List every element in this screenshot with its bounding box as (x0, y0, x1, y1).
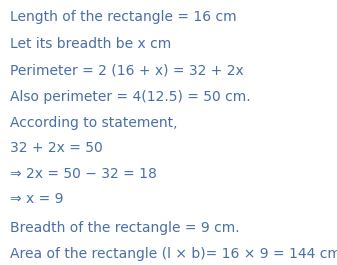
Text: ⇒ x = 9: ⇒ x = 9 (10, 192, 64, 206)
Text: Area of the rectangle (l × b)= 16 × 9 = 144 cm²: Area of the rectangle (l × b)= 16 × 9 = … (10, 248, 337, 261)
Text: 32 + 2x = 50: 32 + 2x = 50 (10, 142, 103, 155)
Text: Let its breadth be x cm: Let its breadth be x cm (10, 37, 171, 51)
Text: Length of the rectangle = 16 cm: Length of the rectangle = 16 cm (10, 10, 237, 24)
Text: Breadth of the rectangle = 9 cm.: Breadth of the rectangle = 9 cm. (10, 221, 240, 235)
Text: Perimeter = 2 (16 + x) = 32 + 2x: Perimeter = 2 (16 + x) = 32 + 2x (10, 63, 244, 77)
Text: Also perimeter = 4(12.5) = 50 cm.: Also perimeter = 4(12.5) = 50 cm. (10, 90, 251, 104)
Text: According to statement,: According to statement, (10, 116, 178, 130)
Text: ⇒ 2x = 50 − 32 = 18: ⇒ 2x = 50 − 32 = 18 (10, 167, 157, 180)
